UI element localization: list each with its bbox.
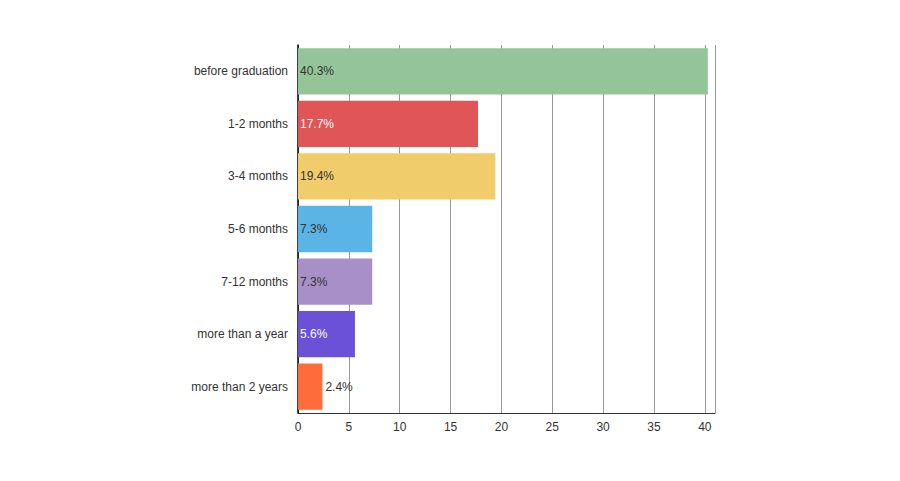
svg-text:5: 5 (346, 420, 353, 434)
svg-text:40.3%: 40.3% (300, 64, 334, 78)
svg-text:more than 2 years: more than 2 years (191, 380, 288, 394)
svg-text:25: 25 (546, 420, 560, 434)
svg-text:10: 10 (393, 420, 407, 434)
svg-text:30: 30 (596, 420, 610, 434)
svg-text:more than a year: more than a year (197, 327, 288, 341)
svg-text:2.4%: 2.4% (325, 380, 353, 394)
svg-text:5.6%: 5.6% (300, 327, 328, 341)
svg-text:17.7%: 17.7% (300, 117, 334, 131)
svg-text:3-4 months: 3-4 months (228, 169, 288, 183)
svg-text:0: 0 (295, 420, 302, 434)
svg-text:15: 15 (444, 420, 458, 434)
svg-text:40: 40 (698, 420, 712, 434)
svg-text:7-12 months: 7-12 months (221, 275, 288, 289)
svg-text:7.3%: 7.3% (300, 222, 328, 236)
svg-text:7.3%: 7.3% (300, 275, 328, 289)
svg-text:35: 35 (647, 420, 661, 434)
svg-text:20: 20 (495, 420, 509, 434)
svg-text:5-6 months: 5-6 months (228, 222, 288, 236)
svg-text:1-2 months: 1-2 months (228, 117, 288, 131)
svg-text:19.4%: 19.4% (300, 169, 334, 183)
svg-text:before graduation: before graduation (194, 64, 288, 78)
